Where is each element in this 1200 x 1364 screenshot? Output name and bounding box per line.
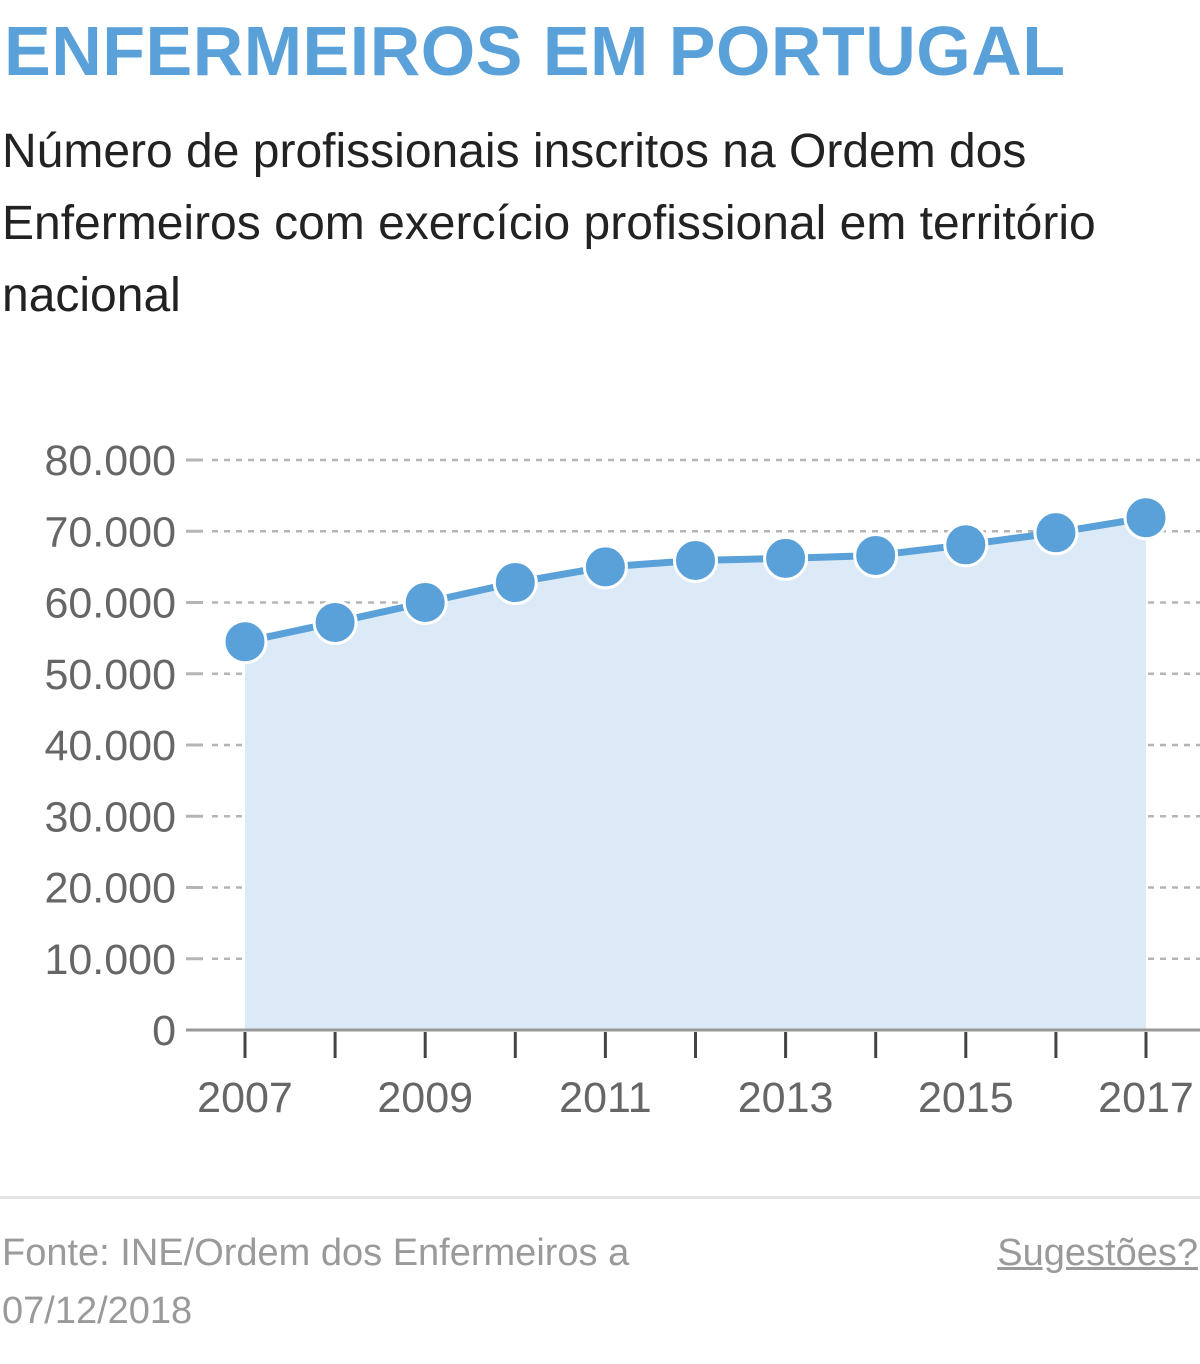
y-tick-label: 40.000 bbox=[44, 722, 176, 770]
data-point bbox=[492, 560, 538, 606]
y-tick-label: 80.000 bbox=[44, 437, 176, 485]
x-tick-label: 2017 bbox=[1098, 1074, 1194, 1122]
area-layer bbox=[245, 517, 1146, 1030]
y-tick-label: 0 bbox=[152, 1007, 176, 1055]
data-point bbox=[763, 535, 809, 581]
x-axis: 2007 2009 2011 2013 2015 2017 bbox=[186, 1028, 1200, 1122]
chart-subtitle: Número de profissionais inscritos na Ord… bbox=[2, 125, 1096, 322]
line-area-chart: 2007 2009 2011 2013 2015 2017 0 10.000 20.000 30… bbox=[44, 437, 1200, 1122]
data-point bbox=[312, 599, 358, 645]
y-tick-label: 20.000 bbox=[44, 865, 176, 913]
x-tick-label: 2013 bbox=[738, 1074, 834, 1122]
x-tick-label: 2015 bbox=[918, 1074, 1014, 1122]
chart-title: ENFERMEIROS EM PORTUGAL bbox=[4, 12, 1066, 90]
x-tick-label: 2009 bbox=[377, 1074, 473, 1122]
source-note: Fonte: INE/Ordem dos Enfermeiros a 07/12… bbox=[2, 1232, 630, 1332]
y-axis-labels: 0 10.000 20.000 30.000 40.000 50.000 60.000 70.… bbox=[44, 437, 176, 1055]
x-tick-label: 2007 bbox=[197, 1074, 293, 1122]
y-tick-label: 30.000 bbox=[44, 793, 176, 841]
y-tick-label: 70.000 bbox=[44, 508, 176, 556]
data-point bbox=[1033, 510, 1079, 556]
data-point bbox=[673, 537, 718, 583]
series-area bbox=[245, 517, 1146, 1030]
data-point bbox=[222, 619, 268, 665]
suggestions-link[interactable]: Sugestões? bbox=[997, 1232, 1198, 1274]
y-tick-label: 50.000 bbox=[44, 651, 176, 699]
data-point bbox=[1123, 495, 1169, 541]
y-tick-label: 10.000 bbox=[44, 936, 176, 984]
data-point bbox=[853, 532, 899, 578]
data-point bbox=[582, 544, 628, 590]
y-tick-label: 60.000 bbox=[44, 580, 176, 628]
x-tick-label: 2011 bbox=[559, 1074, 651, 1122]
data-point bbox=[943, 522, 989, 568]
data-points bbox=[222, 495, 1169, 665]
footer-divider bbox=[0, 1196, 1200, 1199]
data-point bbox=[402, 580, 448, 625]
